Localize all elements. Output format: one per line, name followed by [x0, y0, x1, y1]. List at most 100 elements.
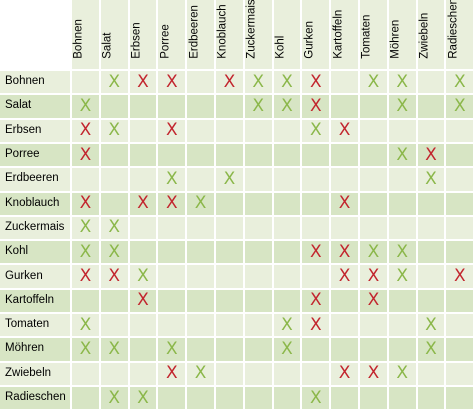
- bad-neighbor-mark: X: [367, 363, 380, 384]
- row-band: [0, 385, 474, 411]
- column-divider: [386, 0, 389, 411]
- good-neighbor-mark: X: [79, 241, 92, 262]
- bad-neighbor-mark: X: [223, 71, 236, 92]
- good-neighbor-mark: X: [194, 363, 207, 384]
- column-header-label: Bohnen: [72, 18, 85, 59]
- row-label: Bohnen: [5, 75, 45, 88]
- row-label: Möhren: [5, 342, 44, 355]
- column-header-label: Gurken: [303, 20, 316, 59]
- row-label: Erdbeeren: [5, 172, 59, 185]
- column-divider: [271, 0, 274, 411]
- good-neighbor-mark: X: [108, 217, 121, 238]
- row-divider: [0, 93, 474, 96]
- good-neighbor-mark: X: [281, 71, 293, 92]
- column-header: Erdbeeren: [186, 2, 215, 66]
- column-header-label: Kartoffeln: [332, 9, 345, 59]
- column-header-label: Knoblauch: [216, 3, 229, 59]
- good-neighbor-mark: X: [453, 71, 466, 92]
- column-header-label: Zuckermais: [245, 0, 258, 59]
- bad-neighbor-mark: X: [137, 290, 149, 311]
- bad-neighbor-mark: X: [309, 71, 322, 92]
- column-divider: [98, 0, 101, 411]
- column-divider: [444, 0, 447, 411]
- good-neighbor-mark: X: [425, 168, 437, 189]
- row-label: Porree: [5, 148, 40, 161]
- column-header: Erbsen: [129, 2, 158, 66]
- bad-neighbor-mark: X: [338, 241, 351, 262]
- bad-neighbor-mark: X: [79, 193, 92, 214]
- column-header-label: Tomaten: [360, 14, 373, 59]
- bad-neighbor-mark: X: [165, 120, 178, 141]
- good-neighbor-mark: X: [453, 95, 466, 116]
- bad-neighbor-mark: X: [453, 266, 466, 287]
- bad-neighbor-mark: X: [165, 71, 178, 92]
- good-neighbor-mark: X: [396, 241, 409, 262]
- bad-neighbor-mark: X: [165, 193, 178, 214]
- bad-neighbor-mark: X: [79, 144, 92, 165]
- good-neighbor-mark: X: [108, 338, 121, 359]
- row-divider: [0, 263, 474, 266]
- row-band: [0, 118, 474, 143]
- column-header: Knoblauch: [215, 2, 244, 66]
- bad-neighbor-mark: X: [309, 95, 322, 116]
- column-header: Bohnen: [71, 2, 100, 66]
- row-label: Knoblauch: [5, 196, 60, 209]
- row-divider: [0, 336, 474, 339]
- column-header-label: Zwiebeln: [418, 12, 431, 59]
- bad-neighbor-mark: X: [309, 290, 322, 311]
- row-divider: [0, 287, 474, 290]
- column-header-label: Möhren: [389, 19, 402, 59]
- bad-neighbor-mark: X: [137, 71, 149, 92]
- good-neighbor-mark: X: [309, 120, 322, 141]
- good-neighbor-mark: X: [108, 120, 121, 141]
- bad-neighbor-mark: X: [79, 266, 92, 287]
- good-neighbor-mark: X: [281, 338, 293, 359]
- column-divider: [242, 0, 245, 411]
- good-neighbor-mark: X: [223, 168, 236, 189]
- good-neighbor-mark: X: [396, 144, 409, 165]
- bad-neighbor-mark: X: [79, 120, 92, 141]
- row-divider: [0, 239, 474, 242]
- bad-neighbor-mark: X: [425, 144, 437, 165]
- row-band: [0, 142, 474, 168]
- good-neighbor-mark: X: [165, 168, 178, 189]
- bad-neighbor-mark: X: [309, 241, 322, 262]
- good-neighbor-mark: X: [252, 71, 265, 92]
- column-divider: [70, 0, 72, 411]
- column-divider: [156, 0, 159, 411]
- column-header: Salat: [100, 2, 129, 66]
- column-header-label: Kohl: [274, 35, 287, 59]
- column-header: Gurken: [301, 2, 330, 66]
- column-header: Porree: [157, 2, 186, 66]
- row-divider: [0, 190, 474, 193]
- good-neighbor-mark: X: [137, 266, 149, 287]
- row-divider: [0, 141, 474, 144]
- good-neighbor-mark: X: [367, 241, 380, 262]
- column-divider: [300, 0, 303, 411]
- row-divider: [0, 409, 474, 411]
- row-divider: [0, 384, 474, 387]
- bad-neighbor-mark: X: [165, 363, 178, 384]
- row-divider: [0, 69, 474, 71]
- row-label: Gurken: [5, 269, 43, 282]
- good-neighbor-mark: X: [425, 338, 437, 359]
- column-header-label: Radieschen: [447, 0, 460, 59]
- good-neighbor-mark: X: [281, 95, 293, 116]
- row-band: [0, 288, 474, 313]
- good-neighbor-mark: X: [137, 387, 149, 408]
- bad-neighbor-mark: X: [367, 266, 380, 287]
- column-header: Zwiebeln: [417, 2, 446, 66]
- column-divider: [329, 0, 332, 411]
- column-divider: [358, 0, 360, 411]
- good-neighbor-mark: X: [396, 71, 409, 92]
- column-header: Tomaten: [359, 2, 388, 66]
- good-neighbor-mark: X: [79, 217, 92, 238]
- column-divider: [415, 0, 418, 411]
- column-header: Kartoffeln: [330, 2, 359, 66]
- good-neighbor-mark: X: [108, 241, 121, 262]
- good-neighbor-mark: X: [281, 314, 293, 335]
- row-label: Salat: [5, 99, 32, 112]
- column-header-label: Erdbeeren: [188, 4, 201, 59]
- column-divider: [185, 0, 188, 411]
- column-header: Radieschen: [445, 0, 474, 66]
